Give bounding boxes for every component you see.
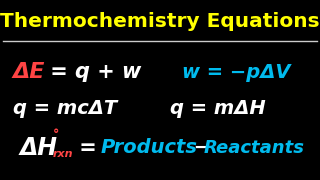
Text: rxn: rxn — [52, 149, 73, 159]
Text: ΔH: ΔH — [19, 136, 57, 160]
Text: = q + w: = q + w — [43, 62, 141, 82]
Text: °: ° — [53, 128, 59, 141]
Text: ΔE: ΔE — [13, 62, 45, 82]
Text: Thermochemistry Equations: Thermochemistry Equations — [0, 12, 320, 31]
Text: w = −pΔV: w = −pΔV — [182, 62, 291, 82]
Text: q = mΔH: q = mΔH — [170, 98, 265, 118]
Text: q = mcΔT: q = mcΔT — [13, 98, 117, 118]
Text: Reactants: Reactants — [203, 139, 304, 157]
Text: =: = — [72, 138, 104, 158]
Text: −: − — [187, 138, 217, 157]
Text: Products: Products — [101, 138, 198, 157]
